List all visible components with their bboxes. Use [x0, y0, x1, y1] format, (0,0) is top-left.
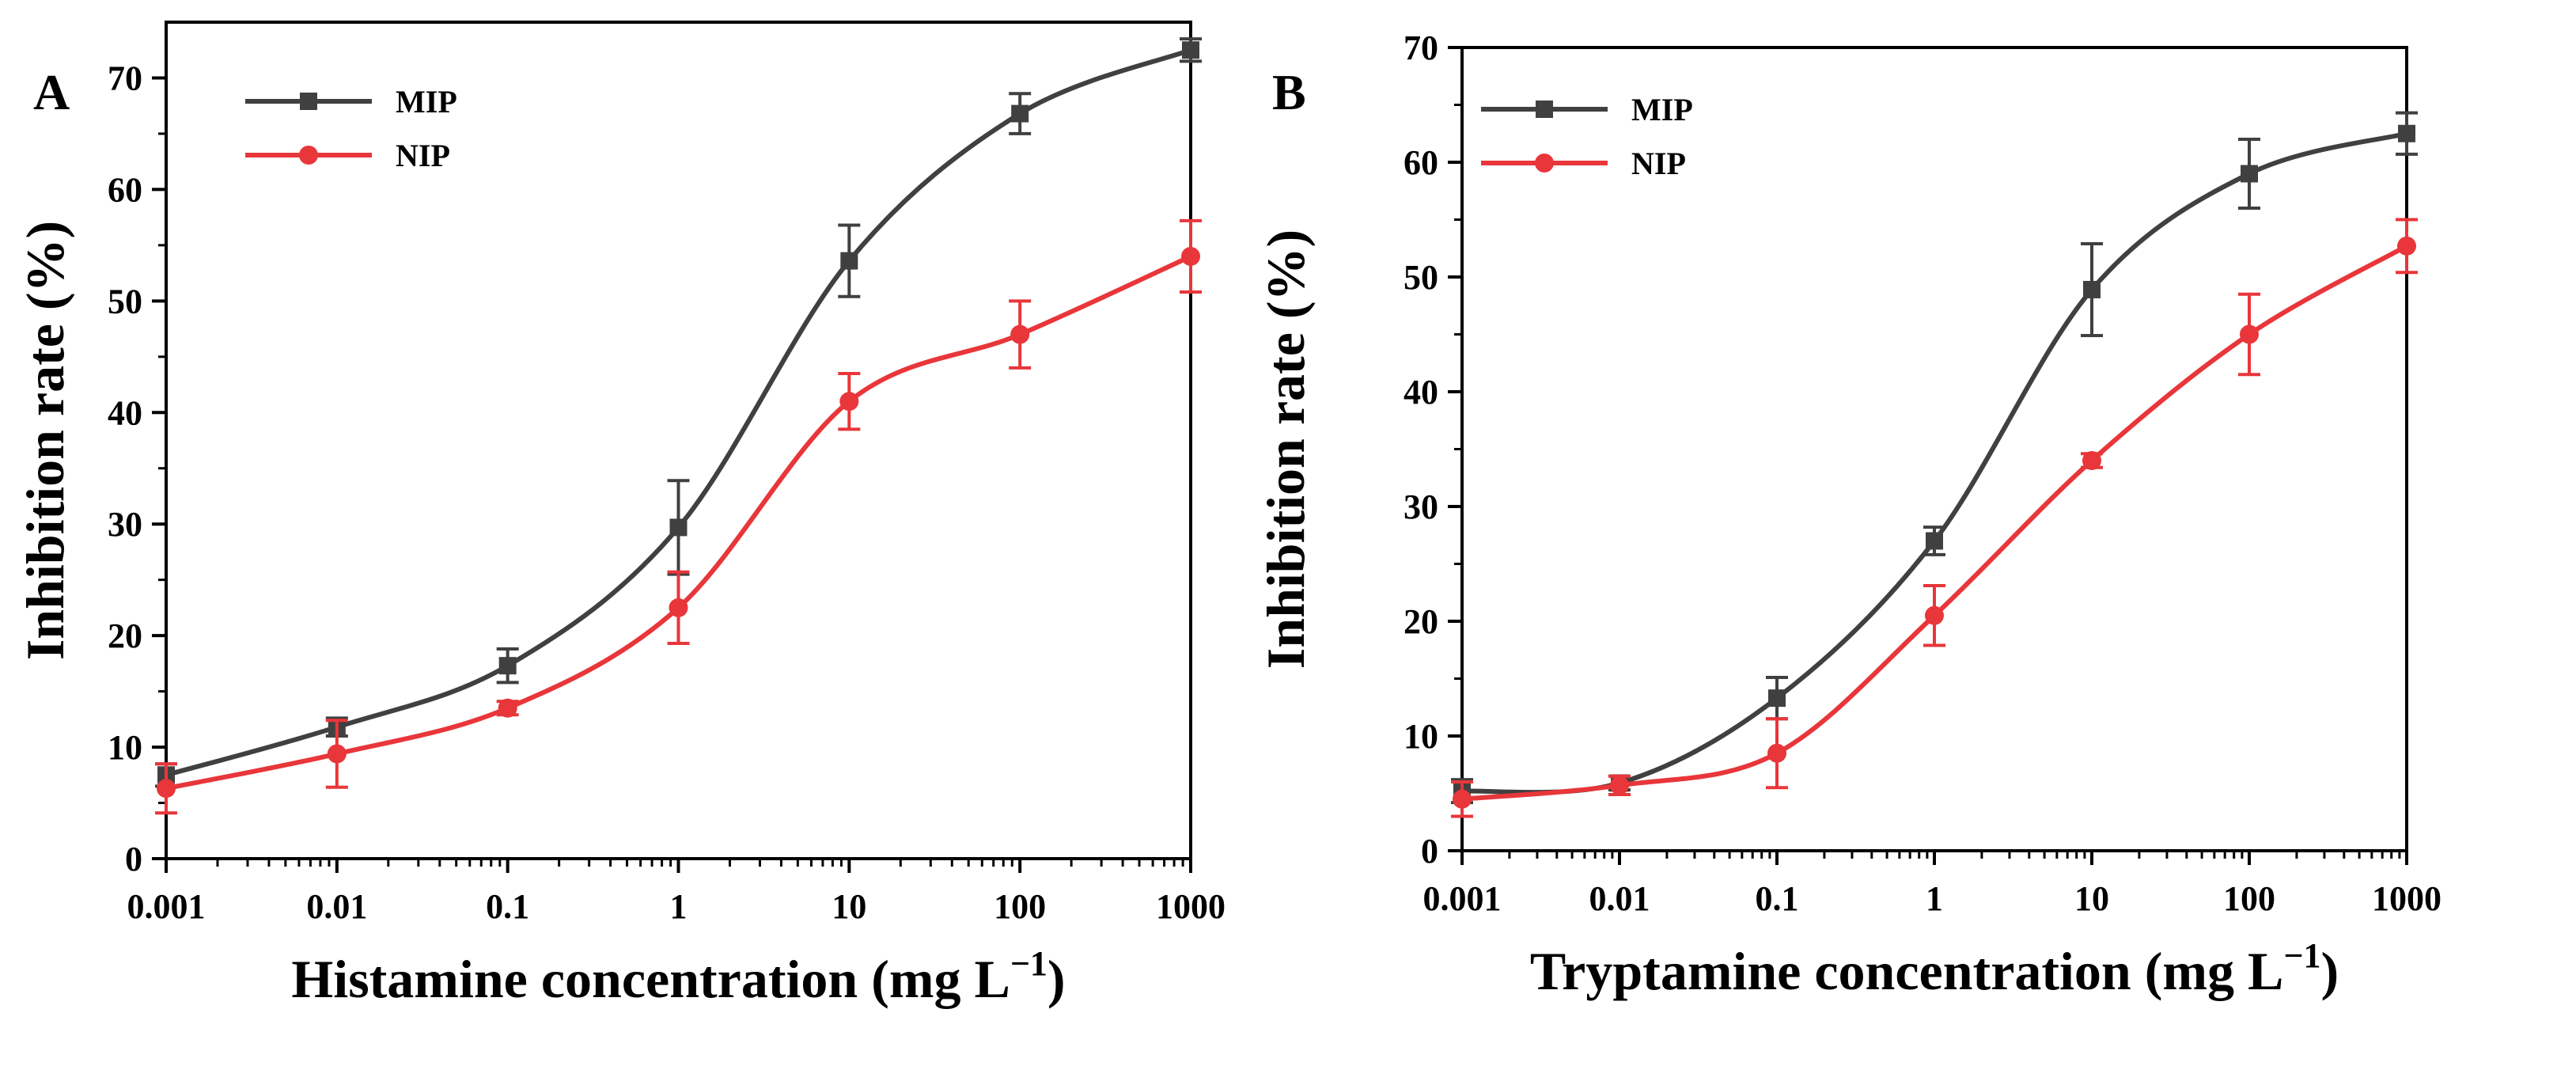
data-point	[1925, 605, 1944, 625]
series-line	[165, 47, 1192, 778]
x-tick-label: 1000	[2372, 879, 2442, 918]
y-tick-label: 10	[108, 728, 142, 767]
x-tick-label: 0.1	[1756, 879, 1799, 918]
x-tick-label: 1000	[1156, 887, 1225, 926]
y-tick-label: 50	[1404, 258, 1438, 297]
data-point	[1926, 532, 1943, 550]
data-point	[840, 252, 858, 270]
x-tick-label: 100	[2223, 879, 2275, 918]
y-tick-label: 10	[1404, 717, 1438, 756]
x-axis-title-superscript: −1	[2283, 936, 2320, 975]
y-tick-label: 30	[108, 505, 142, 544]
data-point	[1767, 743, 1786, 763]
x-axis-title-b: Tryptamine concentration (mg L−1)	[1530, 936, 2339, 1001]
x-axis-title-suffix: )	[2320, 941, 2339, 1001]
y-tick-label: 20	[1404, 602, 1438, 641]
series-nip-b	[1451, 218, 2418, 818]
data-point	[1181, 246, 1200, 266]
data-point	[327, 744, 347, 764]
x-tick-label: 0.01	[306, 887, 367, 926]
y-tick-label: 0	[125, 840, 142, 878]
x-tick-label: 1	[670, 887, 688, 926]
data-point	[2398, 124, 2415, 142]
data-point	[1010, 324, 1030, 344]
data-point	[157, 779, 176, 799]
series-line	[1461, 131, 2407, 795]
series-mip-b	[1451, 111, 2418, 805]
legend-label: MIP	[396, 84, 457, 120]
data-point	[669, 598, 688, 617]
x-tick-label: 10	[2074, 879, 2109, 918]
panel-b: B 0 10 20 30 40 50 60 70 0.001 0.01 0.1 1 10 100 1000 Tr…	[1256, 28, 2442, 1001]
legend-label: MIP	[1631, 92, 1693, 127]
data-point	[1768, 689, 1786, 708]
legend-label: NIP	[396, 138, 450, 173]
y-tick-label: 70	[1404, 28, 1438, 67]
panel-label-a: A	[33, 64, 70, 120]
legend-marker	[300, 93, 317, 110]
panel-label-b: B	[1272, 64, 1306, 120]
y-tick-label: 0	[1421, 832, 1438, 871]
data-point	[1610, 776, 1629, 795]
data-point	[669, 518, 688, 537]
legend-marker	[299, 146, 318, 165]
legend-label: NIP	[1631, 146, 1686, 181]
x-tick-label: 100	[994, 887, 1046, 926]
x-axis-title-suffix: )	[1047, 949, 1066, 1009]
y-tick-label: 40	[1404, 373, 1438, 412]
x-tick-label: 10	[832, 887, 866, 926]
legend-marker	[1536, 101, 1553, 118]
x-axis-title-a: Histamine concentration (mg L−1)	[291, 944, 1065, 1009]
y-axis-title-a: Inhibition rate (%)	[15, 221, 75, 660]
data-point	[498, 657, 517, 675]
legend-marker	[1535, 154, 1554, 173]
data-point	[1011, 104, 1029, 123]
data-point	[2241, 165, 2258, 183]
x-tick-label: 0.01	[1589, 879, 1650, 918]
x-tick-label: 1	[1926, 879, 1943, 918]
data-point	[2240, 324, 2259, 344]
data-point	[2397, 236, 2416, 256]
series-nip-a	[155, 218, 1202, 815]
y-tick-label: 60	[1404, 143, 1438, 182]
data-point	[1453, 789, 1472, 809]
data-point	[1182, 41, 1199, 59]
y-tick-label: 30	[1404, 487, 1438, 526]
x-tick-label: 0.001	[127, 887, 206, 926]
data-point	[2083, 280, 2101, 298]
series-line	[1461, 244, 2408, 802]
x-tick-label: 0.1	[486, 887, 529, 926]
x-axis-title-superscript: −1	[1010, 944, 1047, 983]
data-point	[839, 392, 859, 412]
y-tick-label: 20	[108, 616, 142, 655]
x-tick-label: 0.001	[1423, 879, 1502, 918]
panel-a: A 0 10 20 30 40 50 60 70 0.001 0.01 0.1 1 10 100 1000 Hi…	[15, 21, 1225, 1009]
y-tick-label: 60	[108, 170, 142, 209]
y-tick-label: 40	[108, 393, 142, 432]
y-tick-label: 50	[108, 282, 142, 321]
y-axis-title-b: Inhibition rate (%)	[1256, 230, 1316, 669]
y-tick-label: 70	[108, 59, 142, 97]
data-point	[2082, 451, 2101, 470]
data-point	[498, 698, 517, 718]
